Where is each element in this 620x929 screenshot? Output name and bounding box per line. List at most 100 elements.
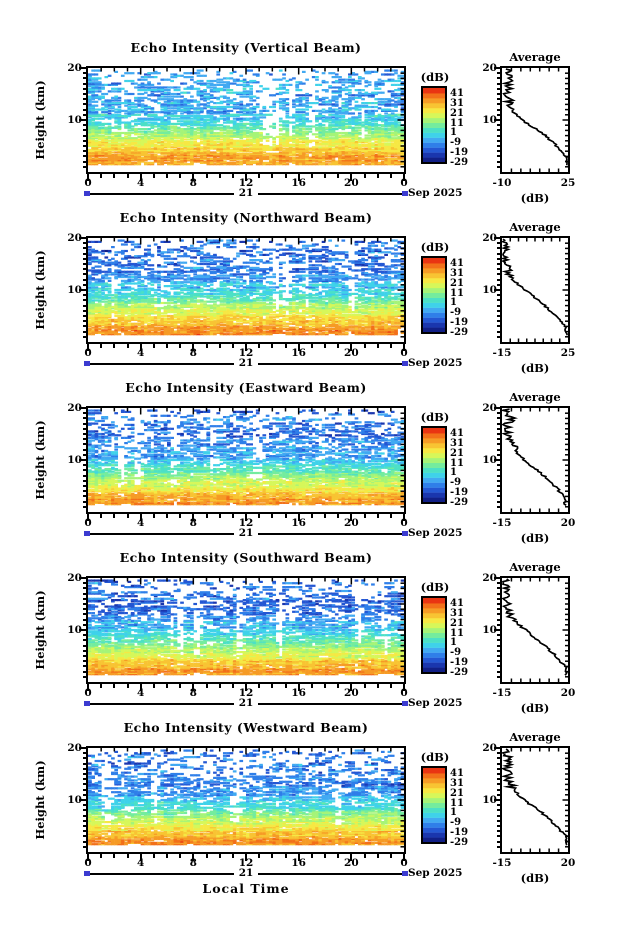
avg-y-axis-tick	[497, 639, 500, 642]
date-caption: Sep 2025	[408, 187, 463, 199]
avg-y-axis-tick	[497, 613, 500, 616]
avg-y-axis-tick	[497, 443, 500, 446]
x-tick-label: 0	[84, 177, 92, 189]
y-axis-tick	[82, 757, 86, 760]
y-axis-tick	[82, 134, 86, 137]
x-axis-tick	[310, 514, 313, 518]
y-axis-tick	[82, 804, 86, 807]
avg-y-axis-tick	[494, 629, 500, 631]
y-axis-tick	[79, 577, 86, 579]
x-axis-tick	[271, 854, 274, 858]
y-axis-tick	[82, 453, 86, 456]
avg-y-axis-tick	[497, 485, 500, 487]
avg-y-axis-tick	[494, 747, 500, 749]
x-axis-title: Local Time	[202, 881, 290, 896]
x-axis-tick	[126, 854, 129, 858]
date-range-label: 21	[233, 187, 259, 199]
avg-y-axis-tick	[497, 315, 500, 317]
y-axis-tick	[82, 320, 86, 323]
avg-y-axis-tick	[497, 252, 500, 255]
avg-y-axis-tick	[497, 93, 500, 95]
y-axis-tick	[82, 417, 86, 420]
y-axis-tick	[82, 464, 86, 467]
x-axis-tick	[100, 684, 103, 688]
avg-y-axis-tick	[497, 453, 500, 456]
y-axis-tick	[82, 665, 86, 668]
date-range-endcap	[84, 361, 90, 366]
y-axis-tick	[82, 155, 86, 158]
x-axis-tick	[350, 514, 353, 521]
x-axis-tick	[179, 684, 182, 688]
date-range-label-wrap: 21	[88, 867, 404, 879]
avg-y-axis-tick	[497, 670, 500, 673]
x-tick-label: 0	[84, 857, 92, 869]
y-axis-tick	[82, 72, 86, 75]
x-axis-tick	[152, 854, 155, 858]
colorbar-tick-label: -19	[450, 827, 469, 839]
x-axis-tick	[324, 684, 326, 688]
date-range-endcap	[402, 531, 408, 536]
heatmap-canvas	[86, 406, 406, 514]
x-axis-tick	[389, 684, 392, 688]
y-axis-tick	[82, 788, 86, 791]
y-axis-tick	[82, 335, 86, 338]
colorbar-title: (dB)	[420, 70, 450, 84]
y-axis-tick	[82, 587, 86, 590]
panel-title: Echo Intensity (Vertical Beam)	[130, 40, 362, 55]
avg-y-axis-tick	[497, 804, 500, 807]
x-axis-tick	[389, 174, 392, 178]
x-axis-tick	[350, 174, 353, 181]
avg-y-axis-tick	[497, 433, 500, 435]
y-axis-tick	[82, 500, 86, 503]
date-range-label-wrap: 21	[88, 357, 404, 369]
colorbar-tick-label: 31	[450, 267, 464, 279]
y-axis-tick	[82, 655, 86, 657]
colorbar-tick-label: -9	[450, 307, 462, 319]
x-axis-tick	[166, 684, 168, 688]
y-tick-label: 10	[67, 284, 82, 296]
colorbar-tick-label: -9	[450, 817, 462, 829]
y-axis-tick	[82, 819, 86, 822]
x-axis-tick	[297, 854, 300, 861]
average-canvas	[500, 576, 570, 684]
panel-title: Echo Intensity (Northward Beam)	[119, 210, 373, 225]
colorbar-tick-label: 41	[450, 767, 464, 779]
colorbar-tick-label: -9	[450, 137, 462, 149]
x-axis-tick	[245, 514, 247, 521]
x-axis-tick	[218, 684, 221, 688]
y-axis-tick	[82, 330, 86, 333]
colorbar-tick-label: 1	[450, 127, 457, 139]
colorbar-tick-label: 11	[450, 627, 464, 639]
x-axis-tick	[166, 174, 168, 178]
y-axis-tick	[82, 150, 86, 153]
colorbar-title: (dB)	[420, 580, 450, 594]
y-axis-tick	[82, 660, 86, 663]
colorbar-tick-label: 21	[450, 447, 464, 459]
x-axis-tick	[192, 854, 195, 861]
x-axis-tick	[205, 344, 208, 348]
avg-y-axis-tick	[497, 422, 500, 425]
y-axis-tick	[82, 93, 86, 95]
avg-y-axis-tick	[497, 87, 500, 90]
avg-y-axis-tick	[497, 299, 500, 302]
avg-y-axis-tick	[497, 412, 500, 415]
avg-y-axis-tick	[497, 278, 500, 281]
colorbar-tick-label: 31	[450, 97, 464, 109]
avg-y-tick-label: 10	[482, 624, 497, 636]
colorbar-tick-label: -29	[450, 327, 469, 338]
x-axis-tick	[376, 344, 379, 348]
x-tick-label: 20	[344, 857, 359, 869]
beam-panel: Echo Intensity (Southward Beam) 20 10 Heigh…	[0, 550, 620, 740]
x-tick-label: 0	[84, 687, 92, 699]
x-axis-tick	[113, 514, 116, 518]
x-axis-tick	[100, 174, 103, 178]
avg-x-min-label: -15	[492, 857, 512, 869]
x-axis-tick	[363, 174, 366, 178]
avg-y-axis-tick	[497, 752, 500, 755]
date-range-label-wrap: 21	[88, 187, 404, 199]
x-axis-tick	[205, 514, 208, 518]
x-axis-tick	[205, 684, 208, 688]
avg-y-axis-tick	[497, 618, 500, 621]
y-axis-tick	[82, 752, 86, 755]
colorbar-tick-label: 41	[450, 257, 464, 269]
